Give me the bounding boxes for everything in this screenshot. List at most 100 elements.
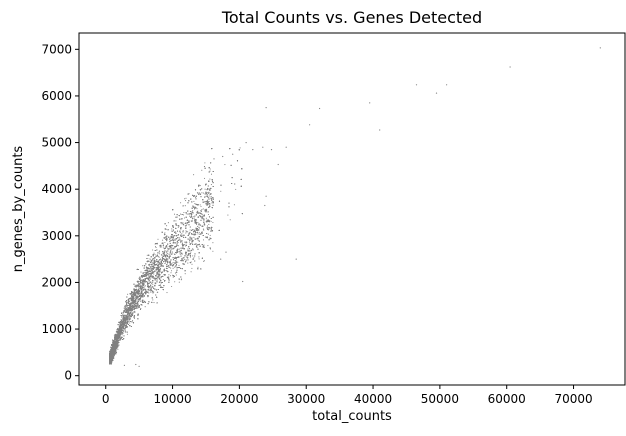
data-point [185,200,187,202]
data-point [151,283,153,285]
data-point [139,306,141,308]
data-point [211,200,213,202]
data-point [148,289,150,291]
data-point [142,265,144,267]
data-point [182,248,184,250]
data-point [138,277,140,279]
data-point [175,266,177,268]
data-point [201,232,203,235]
data-point [158,253,160,255]
data-point [196,223,198,225]
data-point [162,278,164,281]
data-point [166,292,168,294]
data-point [146,283,148,285]
data-point [152,283,154,285]
data-point [118,344,120,346]
data-point [185,243,187,245]
data-point [144,285,146,287]
data-point [152,299,154,301]
data-point [172,267,174,269]
data-point [164,241,166,244]
data-point [181,240,183,242]
data-point [208,223,210,225]
data-point [210,229,212,231]
data-point [220,190,222,192]
data-point [169,251,171,253]
data-point [198,231,200,233]
data-point [175,265,177,267]
data-point [193,217,195,219]
data-point [190,251,192,253]
data-point [171,251,174,253]
data-point [192,255,194,257]
data-point [180,223,182,225]
data-point [185,230,187,232]
data-point [158,256,160,258]
data-point [165,250,167,252]
chart-title: Total Counts vs. Genes Detected [221,8,482,27]
data-point [182,246,184,248]
data-point [201,213,203,215]
data-point [190,261,192,263]
data-point [170,267,172,269]
data-point [193,236,195,238]
data-point [135,286,137,288]
data-point [170,270,173,272]
data-point [140,271,142,273]
data-point [124,323,126,325]
data-point [196,225,199,227]
data-point [198,226,200,228]
data-point [204,162,206,164]
data-point [184,205,186,207]
data-point [209,248,212,250]
data-point [194,203,196,205]
data-point [208,188,210,190]
data-point [209,178,211,180]
data-point [160,277,162,279]
data-point [202,228,204,230]
data-point [135,307,137,309]
data-point [158,250,160,252]
data-point [189,215,191,217]
data-point [209,170,211,172]
data-point [206,208,208,210]
data-point [210,199,212,201]
data-point [195,196,197,198]
data-point [166,246,168,248]
data-point [184,245,187,247]
data-point [177,226,179,228]
data-point [124,320,126,322]
data-point [210,200,213,202]
data-point [202,192,204,194]
data-point [172,239,174,242]
data-point [209,168,211,170]
data-point [113,334,115,336]
data-point [172,230,174,233]
data-point [188,193,190,195]
data-point [224,164,226,166]
data-point [200,205,202,207]
data-point [130,300,132,302]
data-point [121,332,123,334]
data-point [157,238,159,240]
data-point [167,222,169,224]
data-point [155,260,158,263]
data-point [203,229,205,231]
data-point [178,248,180,250]
data-point [212,242,214,244]
data-point [176,216,178,218]
data-point [183,211,185,214]
data-point [163,252,165,254]
data-point [154,264,156,266]
data-point [197,266,199,268]
data-point [185,231,188,233]
data-point [172,253,174,255]
data-point [150,259,152,261]
data-point [187,262,189,264]
data-point [179,253,181,255]
data-point [197,239,199,241]
data-point [171,228,173,230]
data-point [158,275,161,277]
data-point [180,202,182,204]
data-point [207,245,209,247]
